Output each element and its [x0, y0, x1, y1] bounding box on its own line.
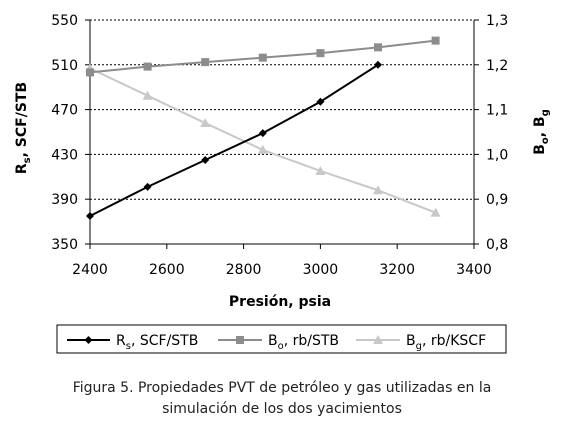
data-point-bo: [374, 43, 382, 52]
data-point-rs: [143, 182, 152, 191]
figure-caption: Figura 5. Propiedades PVT de petróleo y …: [0, 378, 564, 420]
y-right-tick-label: 1,1: [486, 103, 508, 119]
tick-labels: 2400 2600 2800 3000 3200 3400 350 390 430 470 510 5…: [51, 13, 508, 278]
legend-bg-marker: [373, 335, 383, 344]
data-point-bo: [201, 58, 210, 67]
axes: [85, 19, 479, 249]
x-tick-label: 2800: [226, 262, 262, 278]
data-point-bg: [430, 207, 441, 217]
x-tick-label: 3000: [303, 262, 339, 278]
legend-rs-label: Rs, SCF/STB: [116, 333, 198, 352]
data-point-bo: [258, 53, 267, 62]
caption-line-2: simulación de los dos yacimientos: [162, 401, 402, 417]
data-point-bg: [200, 118, 211, 128]
data-point-bo: [316, 49, 325, 58]
data-point-bo: [143, 62, 152, 71]
legend-item-bo: Bo, rb/STB: [218, 333, 339, 352]
data-point-bo: [86, 68, 94, 77]
x-tick-label: 3200: [379, 262, 415, 278]
data-point-rs: [258, 129, 267, 138]
y-left-tick-label: 430: [51, 147, 78, 163]
y-left-tick-label: 350: [51, 237, 78, 253]
data-point-rs: [316, 97, 325, 106]
y-left-tick-label: 510: [51, 58, 78, 74]
caption-line-1: Figura 5. Propiedades PVT de petróleo y …: [72, 380, 492, 396]
pvt-chart: 2400 2600 2800 3000 3200 3400 350 390 430 470 510 5…: [14, 13, 551, 354]
x-tick-label: 2600: [149, 262, 185, 278]
y-right-tick-label: 0,8: [486, 237, 508, 253]
x-tick-label: 3400: [456, 262, 492, 278]
data-point-bg: [373, 185, 383, 195]
y-axis-right-title: Bo, Bg: [532, 109, 551, 155]
data-point-rs: [201, 156, 210, 164]
series-line-bg: [89, 67, 436, 214]
legend-box: [56, 324, 507, 354]
y-right-tick-label: 1,0: [486, 147, 508, 163]
x-tick-label: 2400: [72, 262, 108, 278]
y-left-tick-label: 550: [51, 13, 78, 29]
series-layer: [85, 36, 441, 220]
y-right-tick-label: 0,9: [486, 192, 508, 208]
gridlines: [90, 19, 474, 200]
legend-item-rs: Rs, SCF/STB: [67, 333, 198, 352]
y-right-tick-label: 1,2: [486, 58, 508, 74]
x-axis-title: Presión, psia: [229, 294, 331, 310]
series-line-rs: [89, 63, 379, 217]
legend-bo-label: Bo, rb/STB: [268, 333, 339, 352]
legend-rs-marker: [84, 336, 93, 344]
y-left-tick-label: 470: [51, 103, 78, 119]
legend: Rs, SCF/STB Bo, rb/STB Bg, rb/KSCF: [56, 324, 507, 354]
y-left-tick-label: 390: [51, 192, 78, 208]
legend-bg-label: Bg, rb/KSCF: [406, 333, 486, 352]
data-point-bo: [431, 36, 440, 45]
data-point-rs: [86, 212, 94, 220]
data-point-bg: [315, 165, 326, 175]
y-axis-left-title: Rs, SCF/STB: [14, 82, 33, 174]
y-right-tick-label: 1,3: [486, 13, 508, 29]
data-point-rs: [374, 60, 382, 69]
legend-bo-marker: [236, 336, 244, 344]
data-point-bg: [257, 144, 268, 154]
legend-item-bg: Bg, rb/KSCF: [356, 333, 486, 352]
data-point-bg: [142, 90, 153, 100]
